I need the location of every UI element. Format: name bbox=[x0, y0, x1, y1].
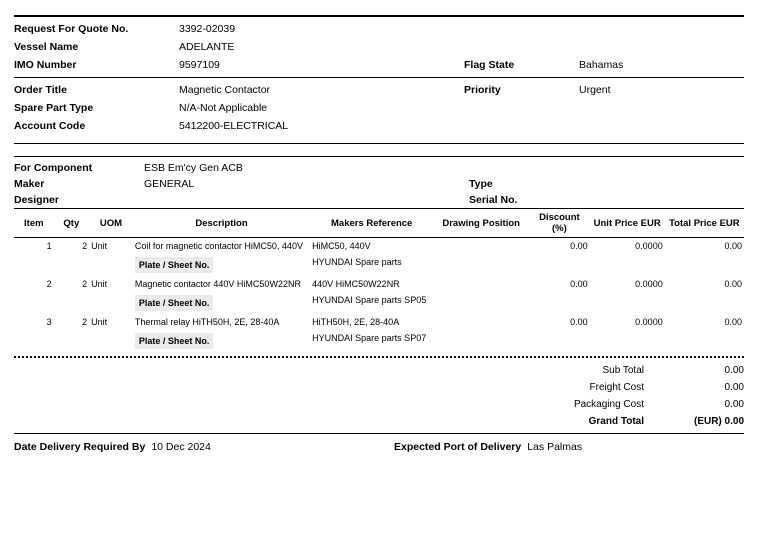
serial-label: Serial No. bbox=[469, 194, 599, 206]
rfq-no-label: Request For Quote No. bbox=[14, 23, 179, 35]
cell-uom: Unit bbox=[89, 238, 133, 255]
cell-drawing bbox=[433, 276, 529, 292]
maker-value: GENERAL bbox=[144, 178, 469, 190]
cell-total: 0.00 bbox=[665, 238, 744, 255]
serial-value bbox=[599, 194, 744, 206]
for-component-label: For Component bbox=[14, 162, 144, 174]
table-row: 22UnitMagnetic contactor 440V HiMC50W22N… bbox=[14, 276, 744, 292]
plate-row: Plate / Sheet No.HYUNDAI Spare parts SP0… bbox=[14, 330, 744, 352]
account-value: 5412200-ELECTRICAL bbox=[179, 120, 464, 132]
col-discount: Discount (%) bbox=[529, 209, 589, 238]
plate-row: Plate / Sheet No.HYUNDAI Spare parts bbox=[14, 254, 744, 276]
cell-discount: 0.00 bbox=[529, 276, 589, 292]
spare-value: N/A-Not Applicable bbox=[179, 102, 464, 114]
cell-drawing bbox=[433, 238, 529, 255]
vessel-value: ADELANTE bbox=[179, 41, 464, 53]
cell-makers: 440V HiMC50W22NR bbox=[310, 276, 433, 292]
type-label: Type bbox=[469, 178, 599, 190]
cell-makers: HiMC50, 440V bbox=[310, 238, 433, 255]
items-table: Item Qty UOM Description Makers Referenc… bbox=[14, 208, 744, 352]
freight-label: Freight Cost bbox=[444, 382, 674, 393]
port-label: Expected Port of Delivery bbox=[394, 441, 521, 453]
plate-row: Plate / Sheet No.HYUNDAI Spare parts SP0… bbox=[14, 292, 744, 314]
flag-label: Flag State bbox=[464, 59, 579, 71]
col-drawing: Drawing Position bbox=[433, 209, 529, 238]
plate-label: Plate / Sheet No. bbox=[133, 292, 310, 314]
plate-value: HYUNDAI Spare parts SP05 bbox=[310, 292, 744, 314]
plate-value: HYUNDAI Spare parts bbox=[310, 254, 744, 276]
imo-value: 9597109 bbox=[179, 59, 464, 71]
cell-makers: HiTH50H, 2E, 28-40A bbox=[310, 314, 433, 330]
cell-total: 0.00 bbox=[665, 276, 744, 292]
totals-block: Sub Total 0.00 Freight Cost 0.00 Packagi… bbox=[444, 362, 744, 430]
cell-desc: Coil for magnetic contactor HiMC50, 440V bbox=[133, 238, 310, 255]
designer-label: Designer bbox=[14, 194, 144, 206]
grandtotal-label: Grand Total bbox=[444, 416, 674, 427]
cell-qty: 2 bbox=[54, 276, 89, 292]
col-makers: Makers Reference bbox=[310, 209, 433, 238]
table-row: 12UnitCoil for magnetic contactor HiMC50… bbox=[14, 238, 744, 255]
subtotal-label: Sub Total bbox=[444, 365, 674, 376]
cell-unit: 0.0000 bbox=[590, 238, 665, 255]
packaging-label: Packaging Cost bbox=[444, 399, 674, 410]
col-qty: Qty bbox=[54, 209, 89, 238]
delivery-date-value: 10 Dec 2024 bbox=[151, 441, 211, 453]
cell-item: 1 bbox=[14, 238, 54, 255]
for-component-value: ESB Em'cy Gen ACB bbox=[144, 162, 469, 174]
rfq-no-value: 3392-02039 bbox=[179, 23, 464, 35]
cell-total: 0.00 bbox=[665, 314, 744, 330]
cell-unit: 0.0000 bbox=[590, 276, 665, 292]
cell-desc: Thermal relay HiTH50H, 2E, 28-40A bbox=[133, 314, 310, 330]
cell-qty: 2 bbox=[54, 238, 89, 255]
delivery-date-label: Date Delivery Required By bbox=[14, 441, 145, 453]
spare-label: Spare Part Type bbox=[14, 102, 179, 114]
maker-label: Maker bbox=[14, 178, 144, 190]
order-title-label: Order Title bbox=[14, 84, 179, 96]
col-item: Item bbox=[14, 209, 54, 238]
packaging-value: 0.00 bbox=[674, 399, 744, 410]
designer-value bbox=[144, 194, 469, 206]
plate-value: HYUNDAI Spare parts SP07 bbox=[310, 330, 744, 352]
col-total: Total Price EUR bbox=[665, 209, 744, 238]
cell-unit: 0.0000 bbox=[590, 314, 665, 330]
col-uom: UOM bbox=[89, 209, 133, 238]
priority-label: Priority bbox=[464, 84, 579, 96]
priority-value: Urgent bbox=[579, 84, 744, 96]
cell-uom: Unit bbox=[89, 314, 133, 330]
cell-discount: 0.00 bbox=[529, 314, 589, 330]
port-value: Las Palmas bbox=[527, 441, 582, 453]
cell-uom: Unit bbox=[89, 276, 133, 292]
cell-item: 2 bbox=[14, 276, 54, 292]
subtotal-value: 0.00 bbox=[674, 365, 744, 376]
imo-label: IMO Number bbox=[14, 59, 179, 71]
cell-qty: 2 bbox=[54, 314, 89, 330]
account-label: Account Code bbox=[14, 120, 179, 132]
plate-label: Plate / Sheet No. bbox=[133, 254, 310, 276]
col-unit: Unit Price EUR bbox=[590, 209, 665, 238]
type-value bbox=[599, 178, 744, 190]
flag-value: Bahamas bbox=[579, 59, 744, 71]
cell-item: 3 bbox=[14, 314, 54, 330]
order-title-value: Magnetic Contactor bbox=[179, 84, 464, 96]
cell-discount: 0.00 bbox=[529, 238, 589, 255]
freight-value: 0.00 bbox=[674, 382, 744, 393]
col-desc: Description bbox=[133, 209, 310, 238]
cell-drawing bbox=[433, 314, 529, 330]
grandtotal-value: (EUR) 0.00 bbox=[674, 416, 744, 427]
table-row: 32UnitThermal relay HiTH50H, 2E, 28-40AH… bbox=[14, 314, 744, 330]
plate-label: Plate / Sheet No. bbox=[133, 330, 310, 352]
vessel-label: Vessel Name bbox=[14, 41, 179, 53]
cell-desc: Magnetic contactor 440V HiMC50W22NR bbox=[133, 276, 310, 292]
